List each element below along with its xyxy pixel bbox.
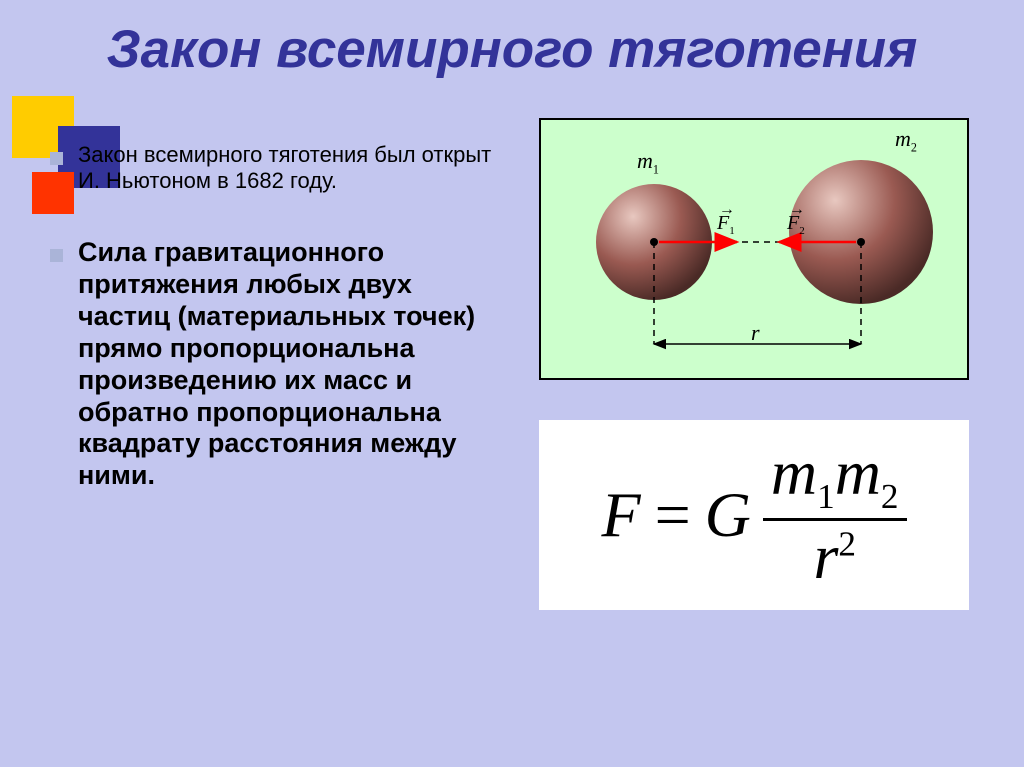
label-m2: m2 [895, 126, 917, 155]
formula-denominator: r2 [805, 523, 864, 590]
formula-numerator: m1m2 [763, 439, 907, 516]
intro-bullet: Закон всемирного тяготения был открыт И.… [44, 142, 502, 196]
formula-G: G [705, 478, 751, 552]
label-f1: F1 [717, 212, 735, 237]
law-bullet: Сила гравитационного притяжения любых дв… [44, 237, 502, 492]
law-text: Сила гравитационного притяжения любых дв… [78, 237, 475, 490]
bullet-icon [50, 249, 63, 262]
content-row: Закон всемирного тяготения был открыт И.… [36, 112, 988, 610]
label-r: r [751, 320, 760, 346]
gravitation-formula: F = G m1m2 r2 [601, 439, 906, 590]
gravitation-diagram: m1 m2 F1 F2 r [539, 118, 969, 380]
formula-eq: = [647, 478, 699, 552]
formula-box: F = G m1m2 r2 [539, 420, 969, 610]
text-column: Закон всемирного тяготения был открыт И.… [44, 112, 502, 523]
formula-fraction: m1m2 r2 [763, 439, 907, 590]
slide-title: Закон всемирного тяготения [36, 22, 988, 78]
slide: Закон всемирного тяготения Закон всемирн… [0, 0, 1024, 767]
figure-column: m1 m2 F1 F2 r F = G [520, 112, 988, 610]
bullet-icon [50, 152, 63, 165]
label-m1: m1 [637, 148, 659, 177]
intro-text: Закон всемирного тяготения был открыт И.… [78, 142, 491, 194]
mass-sphere-2 [789, 160, 933, 304]
label-f2: F2 [787, 212, 805, 237]
formula-F: F [601, 478, 640, 552]
